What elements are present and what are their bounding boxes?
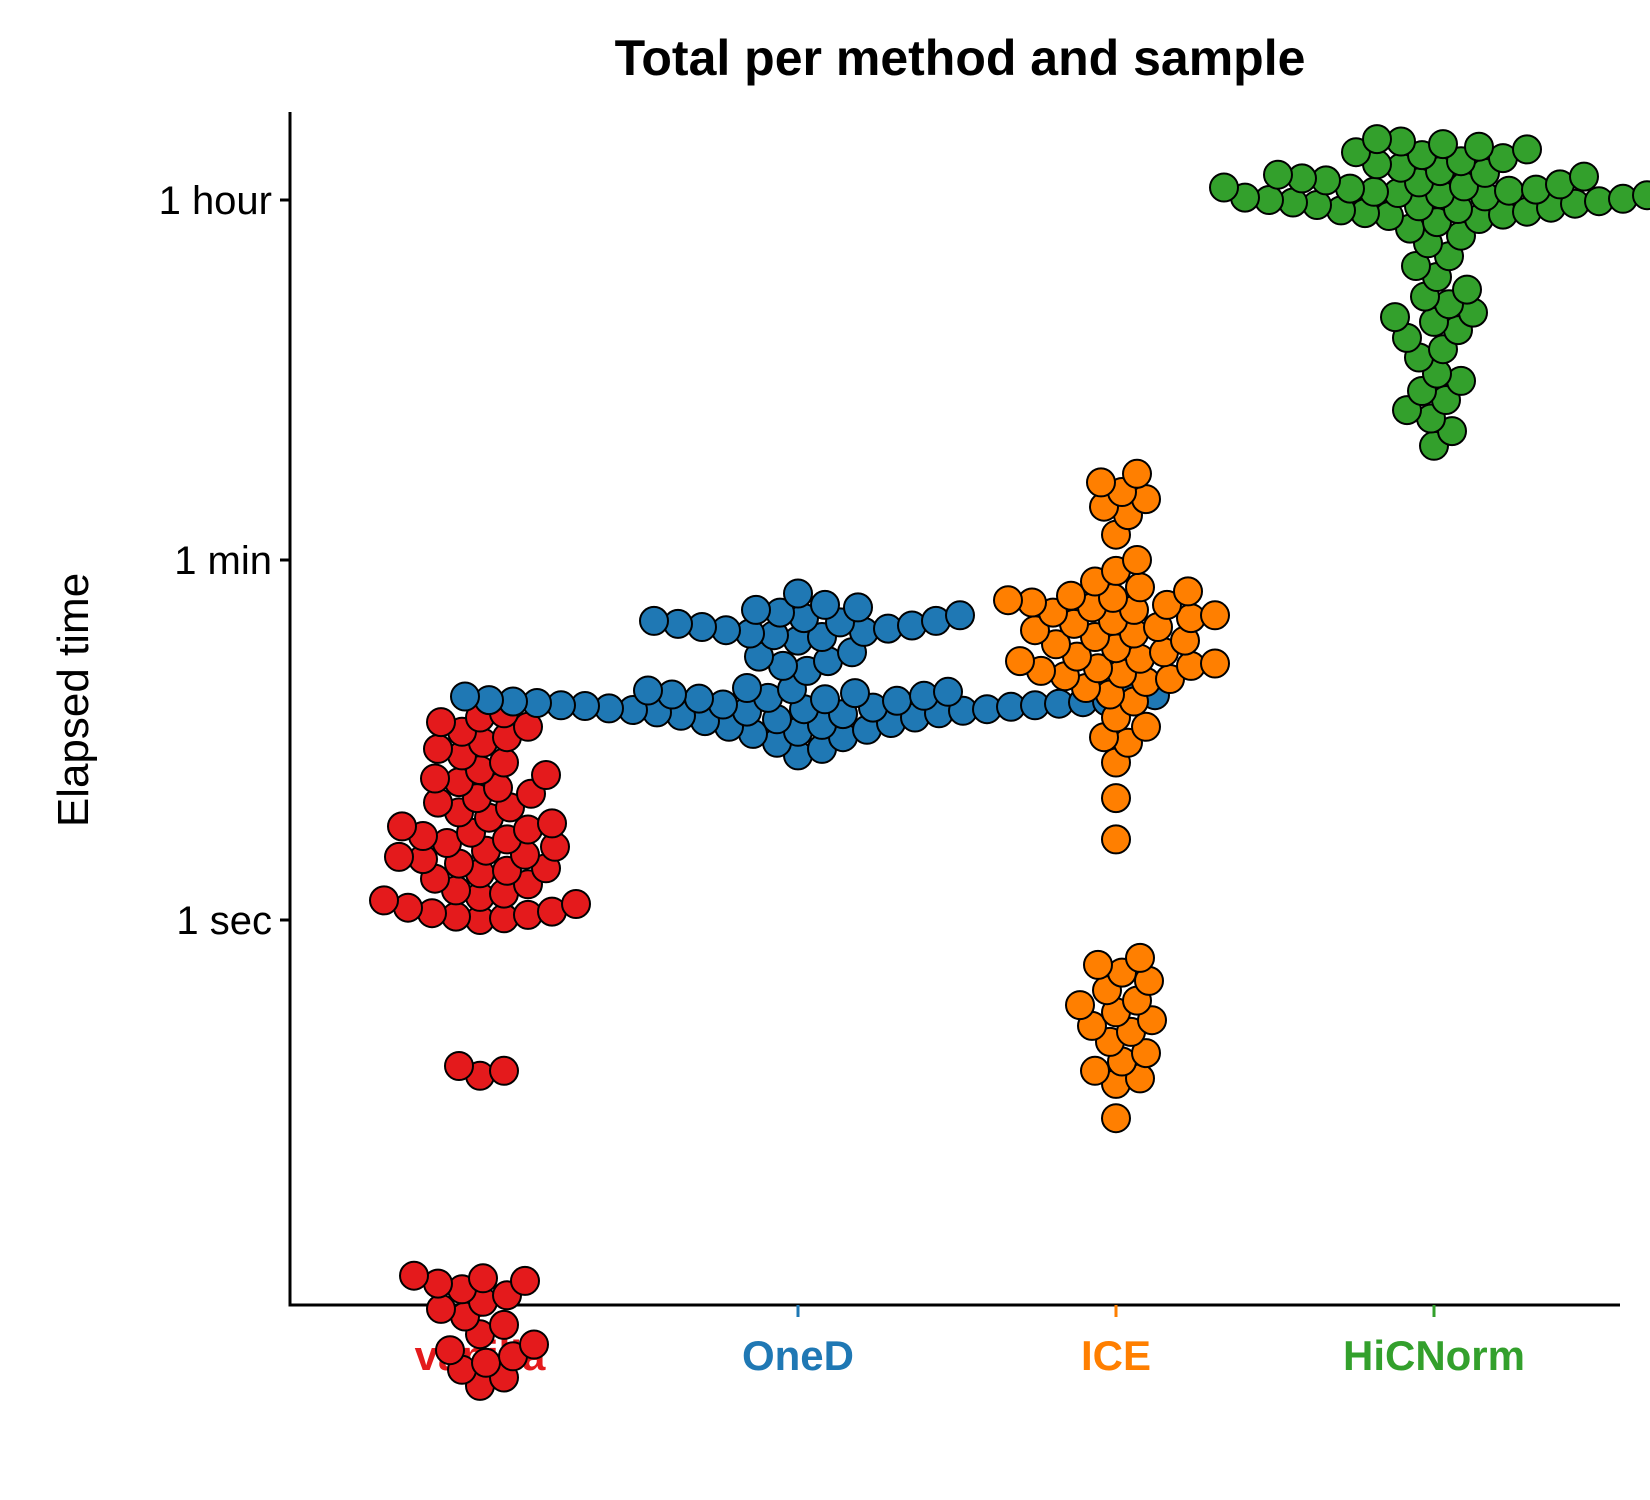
point-oned [810, 589, 840, 620]
point-ice [1131, 1038, 1161, 1069]
y-axis-label: Elapsed time [49, 573, 98, 827]
point-vanilla [489, 1055, 519, 1086]
point-ice [1056, 580, 1086, 611]
point-vanilla [561, 889, 591, 919]
point-ice [1041, 629, 1071, 660]
point-ice [1101, 1103, 1131, 1134]
point-oned [633, 675, 663, 706]
x-tick-label-ice: ICE [1081, 1332, 1151, 1379]
point-hicnorm [1362, 124, 1392, 155]
data-points [369, 124, 1650, 1401]
point-vanilla [399, 1260, 429, 1291]
point-hicnorm [1494, 175, 1524, 206]
point-ice [993, 585, 1023, 616]
point-hicnorm [1512, 134, 1542, 165]
point-vanilla [423, 733, 453, 764]
point-oned [684, 683, 714, 714]
point-oned [945, 600, 975, 631]
point-ice [1065, 990, 1095, 1021]
point-ice [1005, 646, 1035, 677]
point-ice [1086, 467, 1116, 498]
point-oned [810, 684, 840, 715]
point-vanilla [489, 1309, 519, 1340]
point-oned [732, 673, 762, 703]
point-ice [1125, 942, 1155, 973]
chart-title: Total per method and sample [615, 30, 1306, 86]
point-ice [1152, 589, 1182, 620]
point-hicnorm [1452, 274, 1482, 305]
point-vanilla [519, 1329, 549, 1360]
y-tick-label: 1 sec [176, 899, 272, 943]
point-vanilla [537, 808, 567, 839]
point-ice [1125, 572, 1155, 603]
point-hicnorm [1428, 129, 1458, 160]
point-ice [1173, 576, 1203, 607]
point-vanilla [384, 841, 414, 872]
point-hicnorm [1380, 302, 1410, 333]
x-tick-label-oned: OneD [742, 1332, 854, 1379]
y-tick-label: 1 hour [159, 179, 272, 223]
point-hicnorm [1632, 180, 1650, 211]
point-oned [882, 685, 912, 716]
point-vanilla [531, 760, 561, 790]
y-tick-label: 1 min [174, 539, 272, 583]
point-hicnorm [1209, 172, 1239, 203]
point-ice [1200, 600, 1230, 631]
point-ice [1122, 458, 1152, 489]
point-vanilla [444, 1051, 474, 1081]
point-vanilla [426, 707, 456, 738]
point-ice [1200, 648, 1230, 679]
point-vanilla [471, 1347, 501, 1378]
point-oned [741, 594, 771, 625]
point-oned [933, 676, 963, 707]
point-vanilla [369, 885, 399, 916]
point-ice [1101, 824, 1131, 855]
point-oned [840, 678, 870, 709]
point-hicnorm [1569, 161, 1599, 192]
x-ticks: vanillaOneDICEHiCNorm [415, 1305, 1525, 1379]
point-oned [783, 578, 813, 609]
point-vanilla [420, 763, 450, 794]
point-oned [843, 592, 873, 623]
point-ice [1122, 545, 1152, 575]
point-hicnorm [1464, 131, 1494, 162]
point-ice [1131, 711, 1161, 742]
point-ice [1101, 783, 1131, 814]
point-ice [1080, 1055, 1110, 1086]
point-vanilla [435, 1335, 465, 1366]
point-vanilla [468, 1263, 498, 1294]
point-vanilla [387, 811, 417, 842]
x-tick-label-hicnorm: HiCNorm [1343, 1332, 1525, 1379]
point-oned [450, 681, 480, 712]
point-vanilla [510, 1265, 540, 1296]
point-hicnorm [1263, 159, 1293, 190]
point-oned [639, 605, 669, 636]
y-ticks: 1 sec 1 min 1 hour [159, 179, 290, 943]
point-ice [1083, 949, 1113, 980]
